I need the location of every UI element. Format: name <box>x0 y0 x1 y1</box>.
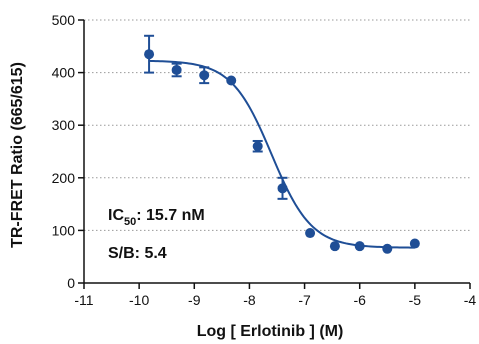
y-tick-label: 0 <box>67 275 75 291</box>
data-point <box>277 183 288 194</box>
grid-lines <box>84 19 470 231</box>
data-point <box>305 228 316 239</box>
data-point <box>409 238 420 249</box>
data-point <box>199 70 210 81</box>
data-point <box>354 241 365 252</box>
x-tick-label: -6 <box>353 292 366 308</box>
x-tick-label: -10 <box>129 292 149 308</box>
data-point <box>382 243 393 254</box>
data-point <box>226 75 237 86</box>
x-axis-title: Log [ Erlotinib ] (M) <box>197 323 344 340</box>
ic50-value: : 15.7 nM <box>136 207 204 224</box>
ic50-prefix: IC <box>108 207 124 224</box>
ic50-annotation: IC50: 15.7 nM <box>108 207 205 228</box>
x-tick-label: -9 <box>188 292 201 308</box>
sb-annotation: S/B: 5.4 <box>108 245 167 262</box>
y-tick-label: 200 <box>52 170 76 186</box>
x-tick-label: -4 <box>464 292 477 308</box>
data-point <box>171 64 182 75</box>
x-tick-label: -8 <box>243 292 256 308</box>
y-axis-title: TR-FRET Ratio (665/615) <box>9 62 26 248</box>
y-tick-label: 100 <box>52 222 76 238</box>
data-points <box>144 34 420 254</box>
y-tick-label: 300 <box>52 117 76 133</box>
data-point <box>329 241 340 252</box>
data-point <box>144 49 155 60</box>
x-tick-label: -5 <box>409 292 422 308</box>
x-axis: -11 -10 -9 -8 -7 -6 -5 -4 <box>74 282 477 308</box>
ic50-subscript: 50 <box>124 216 136 228</box>
data-point <box>252 141 263 152</box>
x-tick-label: -7 <box>298 292 311 308</box>
y-tick-label: 500 <box>52 12 76 28</box>
x-tick-label: -11 <box>74 292 93 308</box>
y-axis: 0 100 200 300 400 500 <box>52 12 85 291</box>
y-tick-label: 400 <box>52 65 76 81</box>
